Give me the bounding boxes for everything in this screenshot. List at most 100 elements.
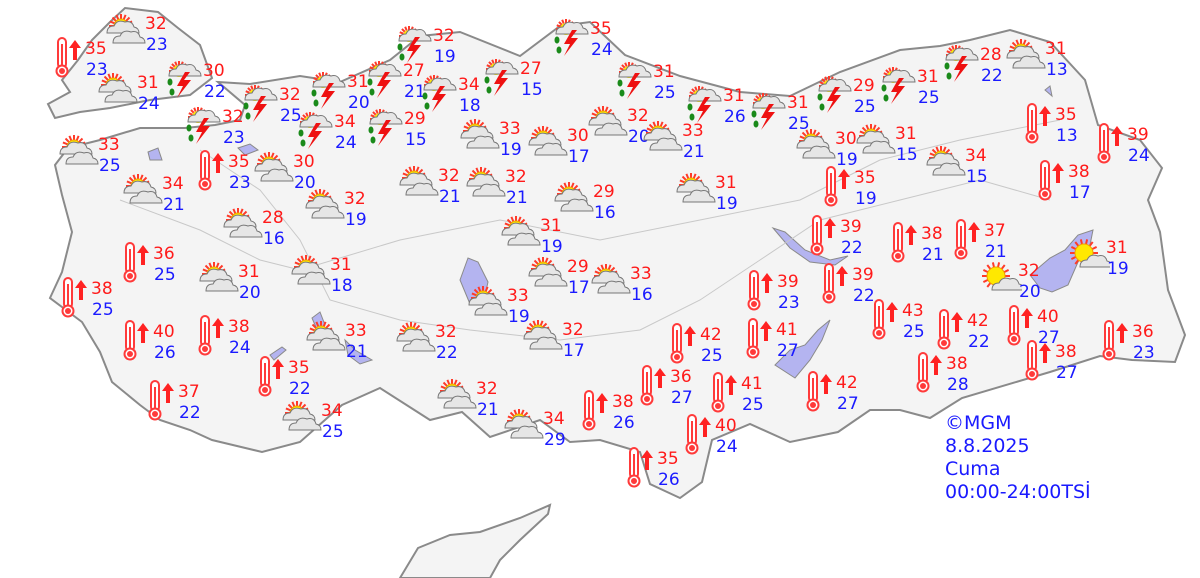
hot-thermometer-icon <box>670 322 698 368</box>
weather-station: 32 17 <box>523 320 585 360</box>
min-temp: 25 <box>280 106 302 126</box>
weather-station: 34 18 <box>422 75 481 115</box>
weather-station: 31 24 <box>98 73 160 113</box>
max-temp: 32 <box>505 167 527 187</box>
partly-cloudy-icon <box>590 263 634 303</box>
min-temp: 21 <box>922 245 944 265</box>
max-temp: 41 <box>776 320 798 340</box>
min-temp: 19 <box>716 194 738 214</box>
max-temp: 31 <box>540 216 562 236</box>
max-temp: 35 <box>228 152 250 172</box>
max-temp: 30 <box>293 152 315 172</box>
weather-station: 31 19 <box>501 216 563 256</box>
min-temp: 23 <box>86 60 108 80</box>
min-temp: 21 <box>404 82 426 102</box>
weather-station: 38 21 <box>891 222 944 264</box>
hot-thermometer-icon <box>916 351 944 397</box>
max-temp: 39 <box>840 217 862 237</box>
min-temp: 24 <box>1128 146 1150 166</box>
min-temp: 25 <box>854 97 876 117</box>
hot-thermometer-icon <box>123 241 151 287</box>
partly-cloudy-icon <box>642 120 686 160</box>
max-temp: 35 <box>85 39 107 59</box>
partly-cloudy-icon <box>281 400 325 440</box>
partly-cloudy-icon <box>97 72 141 112</box>
hot-thermometer-icon <box>1102 319 1130 365</box>
weather-station: 42 22 <box>937 309 990 351</box>
max-temp: 39 <box>1127 125 1149 145</box>
max-temp: 32 <box>627 106 649 126</box>
max-temp: 32 <box>222 107 244 127</box>
max-temp: 36 <box>153 244 175 264</box>
min-temp: 25 <box>742 395 764 415</box>
min-temp: 19 <box>508 307 530 327</box>
hot-thermometer-icon <box>1025 102 1053 148</box>
weather-station: 31 19 <box>676 173 738 213</box>
partly-cloudy-icon <box>122 173 166 213</box>
map-legend: ©MGM 8.8.2025 Cuma 00:00-24:00TSİ <box>945 412 1091 504</box>
min-temp: 25 <box>654 83 676 103</box>
max-temp: 32 <box>279 85 301 105</box>
max-temp: 39 <box>777 272 799 292</box>
weather-station: 33 21 <box>643 121 705 161</box>
partly-cloudy-icon <box>553 181 597 221</box>
min-temp: 15 <box>521 80 543 100</box>
thunderstorm-icon <box>683 85 727 129</box>
mostly-sunny-icon <box>978 260 1025 300</box>
min-temp: 25 <box>154 265 176 285</box>
max-temp: 38 <box>946 354 968 374</box>
max-temp: 35 <box>854 168 876 188</box>
min-temp: 23 <box>1133 343 1155 363</box>
period-label: 00:00-24:00TSİ <box>945 481 1091 503</box>
max-temp: 35 <box>288 358 310 378</box>
mostly-sunny-icon <box>1066 237 1113 277</box>
min-temp: 25 <box>903 322 925 342</box>
province-borders <box>199 149 1051 341</box>
partly-cloudy-icon <box>795 128 839 168</box>
thunderstorm-icon <box>393 25 437 69</box>
weather-station: 39 24 <box>1097 123 1150 165</box>
min-temp: 21 <box>683 142 705 162</box>
partly-cloudy-icon <box>398 165 442 205</box>
weather-station: 39 23 <box>747 270 800 312</box>
max-temp: 29 <box>404 109 426 129</box>
min-temp: 26 <box>724 107 746 127</box>
min-temp: 17 <box>563 341 585 361</box>
min-temp: 27 <box>1038 328 1060 348</box>
max-temp: 32 <box>1018 261 1040 281</box>
min-temp: 19 <box>345 210 367 230</box>
weather-station: 31 13 <box>1006 39 1068 79</box>
min-temp: 25 <box>701 346 723 366</box>
hot-thermometer-icon <box>1038 159 1066 205</box>
partly-cloudy-icon <box>305 320 349 360</box>
weather-station: 40 24 <box>685 414 738 456</box>
thunderstorm-icon <box>307 71 351 115</box>
partly-cloudy-icon <box>522 319 566 359</box>
weather-station: 40 27 <box>1007 305 1060 347</box>
hot-thermometer-icon <box>198 149 226 195</box>
day-label: Cuma <box>945 458 1001 480</box>
thunderstorm-icon <box>239 84 283 128</box>
weather-station: 36 23 <box>1102 320 1155 362</box>
max-temp: 31 <box>238 262 260 282</box>
weather-station: 40 26 <box>123 320 176 362</box>
max-temp: 31 <box>653 62 675 82</box>
hot-thermometer-icon <box>1025 339 1053 385</box>
min-temp: 21 <box>985 242 1007 262</box>
min-temp: 22 <box>981 66 1003 86</box>
min-temp: 29 <box>544 430 566 450</box>
min-temp: 20 <box>628 127 650 147</box>
min-temp: 18 <box>331 276 353 296</box>
anatolia-region <box>48 20 1187 500</box>
min-temp: 17 <box>1069 183 1091 203</box>
max-temp: 32 <box>344 189 366 209</box>
weather-station: 31 15 <box>856 124 918 164</box>
thunderstorm-icon <box>813 75 857 119</box>
max-temp: 41 <box>741 374 763 394</box>
weather-station: 42 25 <box>670 323 723 365</box>
min-temp: 16 <box>263 229 285 249</box>
max-temp: 29 <box>567 257 589 277</box>
hot-thermometer-icon <box>61 276 89 322</box>
hot-thermometer-icon <box>954 218 982 264</box>
